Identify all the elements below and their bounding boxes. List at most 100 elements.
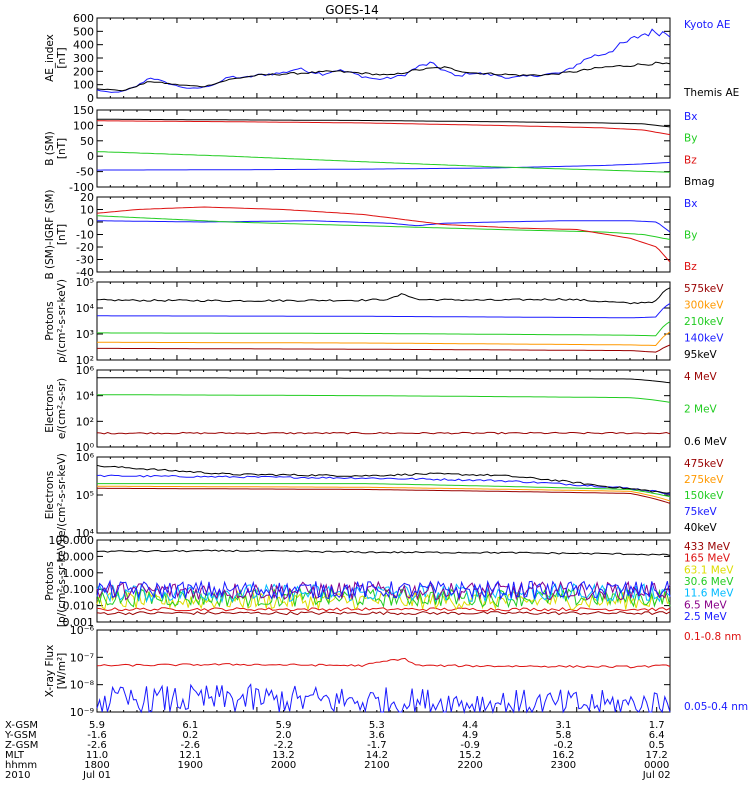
x-axis-value: Jul 02 [642, 770, 671, 781]
y-tick-label: 100.000 [49, 534, 95, 547]
series-line-0-6-mev [97, 377, 671, 384]
y-axis-label: [W/m²] [56, 653, 68, 690]
series-line-bx [97, 161, 671, 171]
y-tick-label: 10² [76, 415, 94, 428]
legend-label-300kev: 300keV [684, 300, 724, 312]
legend-label-6-5-mev: 6.5 MeV [684, 599, 728, 611]
series-line-4-mev [96, 431, 671, 435]
y-tick-label: 10⁶ [76, 364, 95, 377]
series-line-bz [96, 206, 671, 263]
y-axis-label: [nT] [56, 138, 68, 159]
series-line-275kev [96, 485, 671, 502]
y-tick-label: 10⁵ [76, 276, 94, 289]
x-axis-row-label: hhmm [5, 760, 37, 771]
x-axis-row-label: MLT [5, 750, 25, 761]
plot-title: GOES-14 [325, 3, 379, 17]
legend-label-bz: Bz [684, 261, 697, 273]
y-tick-label: 10⁴ [76, 390, 95, 403]
legend-label-0-6-mev: 0.6 MeV [684, 436, 728, 448]
x-axis-value: 2200 [457, 760, 482, 771]
x-axis-row-label: Z-GSM [5, 740, 38, 751]
panel-frame [96, 281, 671, 361]
y-tick-label: 10⁴ [76, 527, 95, 540]
y-tick-label: 10⁻⁹ [70, 706, 94, 719]
legend-label-bz: Bz [684, 154, 697, 166]
series-line-210kev [97, 321, 671, 337]
x-axis-value: 0000 [644, 760, 669, 771]
x-axis-value: -0.2 [554, 740, 574, 751]
y-tick-label: 100 [73, 119, 94, 132]
x-axis-value: Jul 01 [82, 770, 111, 781]
x-axis-value: 2300 [551, 760, 576, 771]
y-axis-label: e/(cm²-s-sr) [56, 378, 68, 439]
legend-label-themis-ae: Themis AE [683, 87, 739, 99]
y-axis-label: [p/(cm²-s-sr-keV)] [56, 535, 68, 627]
x-axis-value: 1900 [178, 760, 203, 771]
legend-label-2-mev: 2 MeV [684, 404, 718, 416]
y-tick-label: 10⁴ [76, 302, 95, 315]
y-axis-label: p/(cm²-s-sr-keV) [56, 279, 68, 363]
y-tick-label: 600 [73, 12, 94, 25]
legend-label-40kev: 40keV [684, 522, 718, 534]
x-axis-value: -0.9 [460, 740, 480, 751]
y-axis-label: AE_index [44, 34, 56, 82]
x-axis-value: -1.6 [87, 730, 107, 741]
y-axis-label: Protons [44, 301, 56, 340]
panel-frame [96, 369, 671, 448]
y-tick-label: -30 [76, 254, 94, 267]
x-axis-value: 1.7 [649, 720, 665, 731]
x-axis-value: 5.3 [369, 720, 385, 731]
y-tick-label: 0 [87, 92, 94, 105]
series-line-bz [97, 120, 671, 136]
y-tick-label: 400 [73, 39, 94, 52]
y-tick-label: 300 [73, 52, 94, 65]
x-axis-value: 12.1 [179, 750, 201, 761]
series-line-2-mev [97, 394, 671, 403]
legend-label-kyoto-ae: Kyoto AE [684, 19, 730, 31]
y-tick-label: 10⁶ [76, 451, 95, 464]
x-axis-value: 4.4 [462, 720, 478, 731]
x-axis-value: 16.2 [552, 750, 574, 761]
series-line-by [96, 215, 671, 240]
x-axis-row-label: Y-GSM [4, 730, 37, 741]
y-axis-label: Electrons [44, 384, 56, 433]
panel-electrons-kev: 10⁴ 10⁵ 10⁶ Electrons e/(cm²-s-sr-keV) 475keV… [44, 451, 724, 540]
panel-xray: 10⁻⁹ 10⁻⁸ 10⁻⁷ 10⁻⁶ X-ray Flux [W/m²] 0.1-0.8 … [44, 624, 748, 719]
x-axis-value: 2000 [271, 760, 296, 771]
series-line-165-mev [96, 607, 671, 612]
y-tick-label: 500 [73, 25, 94, 38]
series-line-150kev [97, 483, 671, 498]
x-axis-value: 4.9 [462, 730, 478, 741]
y-tick-label: -50 [76, 166, 94, 179]
legend-label-2-5-mev: 2.5 MeV [684, 611, 728, 623]
y-tick-label: 0 [87, 150, 94, 163]
x-axis-value: 0.2 [182, 730, 198, 741]
y-tick-label: -20 [76, 241, 94, 254]
x-axis-value: -2.6 [87, 740, 107, 751]
legend-label-11-6-mev: 11.6 MeV [684, 588, 734, 600]
legend-label-bx: Bx [684, 111, 697, 123]
legend-label-140kev: 140keV [684, 333, 724, 345]
series-line-themis-ae [96, 61, 671, 92]
y-tick-label: -40 [76, 266, 94, 279]
x-axis-value: -2.6 [181, 740, 201, 751]
y-tick-label: 0.100 [63, 583, 95, 596]
panel-frame [96, 109, 671, 188]
panel-frame [96, 539, 671, 623]
series-line-40kev [96, 464, 671, 494]
panel-frame [96, 456, 671, 534]
y-axis-label: [nT] [56, 47, 68, 68]
y-tick-label: 150 [73, 104, 94, 117]
legend-label-275kev: 275keV [684, 474, 724, 486]
y-tick-label: 10⁻⁶ [70, 624, 95, 637]
y-axis-label: X-ray Flux [44, 645, 56, 698]
series-line-575kev [97, 344, 671, 353]
y-tick-label: 10⁵ [76, 489, 94, 502]
panel-protons-mev: 10² 10³ 10⁴ 10⁵ Protons p/(cm²-s-sr-keV) 575ke… [44, 276, 724, 367]
legend-label-30-6-mev: 30.6 MeV [684, 576, 734, 588]
legend-label-575kev: 575keV [684, 283, 724, 295]
x-axis-value: 11.0 [86, 750, 108, 761]
